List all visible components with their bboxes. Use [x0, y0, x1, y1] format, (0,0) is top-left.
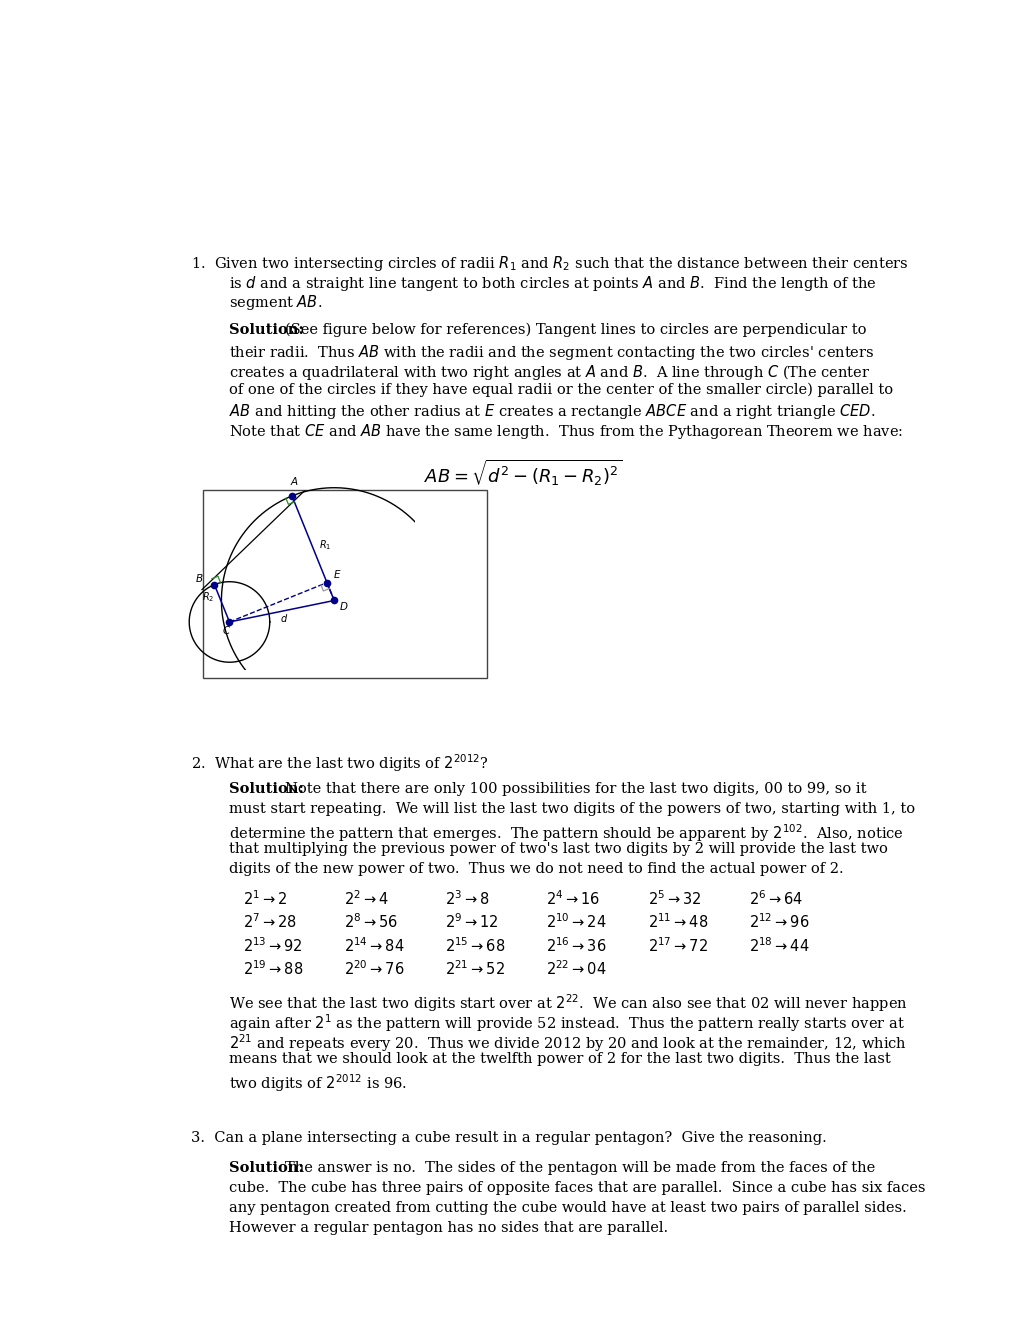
Text: $2^{21} \to 52$: $2^{21} \to 52$: [445, 960, 504, 978]
Text: creates a quadrilateral with two right angles at $A$ and $B$.  A line through $C: creates a quadrilateral with two right a…: [228, 363, 869, 381]
Text: $2^2 \to 4$: $2^2 \to 4$: [343, 890, 388, 908]
Text: $2^{22} \to 04$: $2^{22} \to 04$: [546, 960, 606, 978]
Text: $2^{21}$ and repeats every 20.  Thus we divide 2012 by 20 and look at the remain: $2^{21}$ and repeats every 20. Thus we d…: [228, 1032, 906, 1055]
Text: $d$: $d$: [280, 612, 288, 624]
Text: $E$: $E$: [333, 569, 341, 581]
Text: $2^1 \to 2$: $2^1 \to 2$: [243, 890, 287, 908]
Text: $R_1$: $R_1$: [318, 539, 331, 552]
Text: determine the pattern that emerges.  The pattern should be apparent by $2^{102}$: determine the pattern that emerges. The …: [228, 822, 903, 843]
Text: $2^{16} \to 36$: $2^{16} \to 36$: [546, 936, 606, 954]
Text: 1.  Given two intersecting circles of radii $R_1$ and $R_2$ such that the distan: 1. Given two intersecting circles of rad…: [191, 253, 908, 273]
Text: $2^{18} \to 44$: $2^{18} \to 44$: [748, 936, 809, 954]
Text: $2^8 \to 56$: $2^8 \to 56$: [343, 912, 397, 932]
Text: $2^{14} \to 84$: $2^{14} \to 84$: [343, 936, 405, 954]
Text: $AB$ and hitting the other radius at $E$ creates a rectangle $ABCE$ and a right : $AB$ and hitting the other radius at $E$…: [228, 403, 874, 421]
Text: The answer is no.  The sides of the pentagon will be made from the faces of the: The answer is no. The sides of the penta…: [284, 1162, 874, 1175]
Text: We see that the last two digits start over at $2^{22}$.  We can also see that 02: We see that the last two digits start ov…: [228, 993, 907, 1015]
Text: $2^5 \to 32$: $2^5 \to 32$: [647, 890, 700, 908]
Text: $2^3 \to 8$: $2^3 \to 8$: [445, 890, 489, 908]
Text: two digits of $2^{2012}$ is 96.: two digits of $2^{2012}$ is 96.: [228, 1072, 407, 1094]
Text: $2^{11} \to 48$: $2^{11} \to 48$: [647, 912, 707, 932]
Text: 2.  What are the last two digits of $2^{2012}$?: 2. What are the last two digits of $2^{2…: [191, 752, 488, 775]
Text: Note that there are only 100 possibilities for the last two digits, 00 to 99, so: Note that there are only 100 possibiliti…: [284, 783, 865, 796]
Text: must start repeating.  We will list the last two digits of the powers of two, st: must start repeating. We will list the l…: [228, 803, 914, 816]
Text: $2^9 \to 12$: $2^9 \to 12$: [445, 912, 498, 932]
Text: digits of the new power of two.  Thus we do not need to find the actual power of: digits of the new power of two. Thus we …: [228, 862, 843, 875]
Text: segment $AB$.: segment $AB$.: [228, 293, 322, 313]
Text: Solution:: Solution:: [228, 783, 304, 796]
Text: is $d$ and a straight line tangent to both circles at points $A$ and $B$.  Find : is $d$ and a straight line tangent to bo…: [228, 273, 875, 293]
Text: $2^{17} \to 72$: $2^{17} \to 72$: [647, 936, 707, 954]
Text: that multiplying the previous power of two's last two digits by 2 will provide t: that multiplying the previous power of t…: [228, 842, 887, 855]
Text: their radii.  Thus $AB$ with the radii and the segment contacting the two circle: their radii. Thus $AB$ with the radii an…: [228, 343, 873, 362]
Text: $2^{19} \to 88$: $2^{19} \to 88$: [243, 960, 303, 978]
Text: means that we should look at the twelfth power of 2 for the last two digits.  Th: means that we should look at the twelfth…: [228, 1052, 890, 1067]
Text: cube.  The cube has three pairs of opposite faces that are parallel.  Since a cu: cube. The cube has three pairs of opposi…: [228, 1181, 924, 1195]
Text: $AB = \sqrt{d^2 - (R_1 - R_2)^2}$: $AB = \sqrt{d^2 - (R_1 - R_2)^2}$: [423, 458, 622, 488]
Text: Note that $CE$ and $AB$ have the same length.  Thus from the Pythagorean Theorem: Note that $CE$ and $AB$ have the same le…: [228, 422, 902, 441]
Text: $2^7 \to 28$: $2^7 \to 28$: [243, 912, 297, 932]
Text: of one of the circles if they have equal radii or the center of the smaller circ: of one of the circles if they have equal…: [228, 383, 892, 397]
Text: However a regular pentagon has no sides that are parallel.: However a regular pentagon has no sides …: [228, 1221, 667, 1234]
Text: $2^{12} \to 96$: $2^{12} \to 96$: [748, 912, 809, 932]
Text: $B$: $B$: [195, 572, 204, 583]
Text: $2^{20} \to 76$: $2^{20} \to 76$: [343, 960, 405, 978]
Text: $2^4 \to 16$: $2^4 \to 16$: [546, 890, 600, 908]
Text: $2^{13} \to 92$: $2^{13} \to 92$: [243, 936, 303, 954]
Text: $R_2$: $R_2$: [202, 590, 214, 605]
Text: $2^{10} \to 24$: $2^{10} \to 24$: [546, 912, 606, 932]
Text: $2^{15} \to 68$: $2^{15} \to 68$: [445, 936, 505, 954]
Text: 3.  Can a plane intersecting a cube result in a regular pentagon?  Give the reas: 3. Can a plane intersecting a cube resul…: [191, 1131, 825, 1146]
Text: $D$: $D$: [338, 601, 348, 612]
Text: any pentagon created from cutting the cube would have at least two pairs of para: any pentagon created from cutting the cu…: [228, 1201, 906, 1214]
Text: (See figure below for references) Tangent lines to circles are perpendicular to: (See figure below for references) Tangen…: [284, 323, 865, 338]
Text: $A$: $A$: [289, 475, 299, 487]
Text: $2^6 \to 64$: $2^6 \to 64$: [748, 890, 802, 908]
Text: again after $2^1$ as the pattern will provide 52 instead.  Thus the pattern real: again after $2^1$ as the pattern will pr…: [228, 1012, 904, 1035]
Bar: [203, 490, 487, 677]
Text: $C$: $C$: [222, 624, 231, 636]
Text: Solution:: Solution:: [228, 323, 304, 337]
Text: Solution:: Solution:: [228, 1162, 304, 1175]
